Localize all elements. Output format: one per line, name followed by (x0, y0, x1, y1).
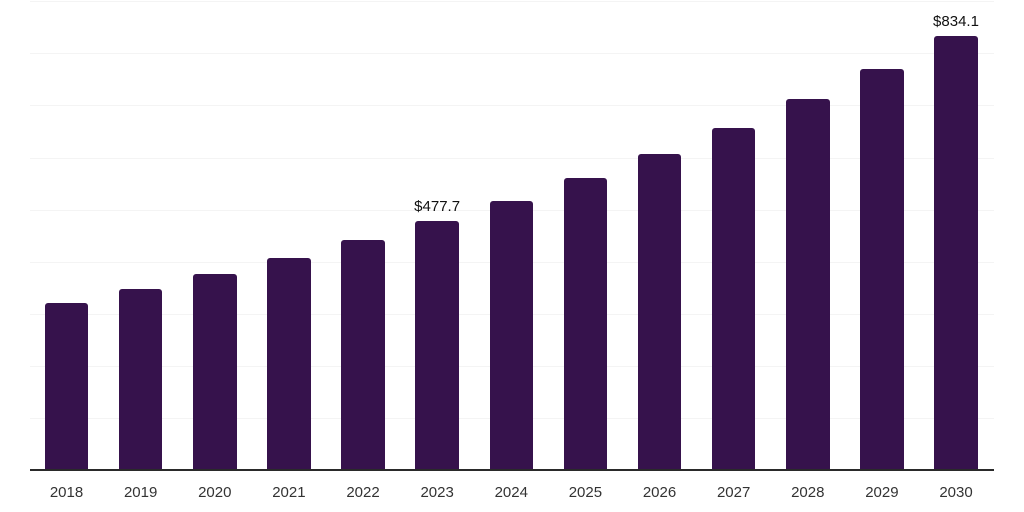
bar-2023 (415, 221, 459, 470)
x-tick-label-2027: 2027 (716, 484, 751, 501)
bar-2028 (786, 99, 830, 470)
x-tick-label-2020: 2020 (198, 484, 232, 501)
x-tick-label-2030: 2030 (939, 484, 973, 501)
x-tick-label-2021: 2021 (272, 484, 306, 501)
x-tick-label-2026: 2026 (642, 484, 677, 501)
x-tick-label-2019: 2019 (123, 484, 158, 501)
x-tick-label-2024: 2024 (494, 484, 528, 501)
gridline-900 (30, 1, 994, 3)
x-tick-label-2029: 2029 (865, 484, 899, 501)
bar-2019 (118, 289, 163, 470)
bar-2025 (563, 178, 608, 470)
x-tick-label-2018: 2018 (49, 484, 84, 501)
bar-2021 (267, 257, 311, 470)
gridline-800 (30, 53, 994, 55)
data-label-2023: $477.7 (414, 198, 461, 216)
bar-2030 (934, 35, 978, 470)
gridline-700 (30, 105, 994, 107)
x-tick-label-2025: 2025 (568, 484, 603, 501)
bar-2022 (341, 240, 385, 470)
gridline-600 (30, 157, 994, 159)
bar-2026 (637, 154, 682, 470)
bar-2020 (193, 274, 237, 470)
x-tick-label-2028: 2028 (791, 484, 825, 501)
x-tick-label-2023: 2023 (420, 484, 454, 501)
bar-2027 (711, 127, 756, 470)
data-label-2030: $834.1 (933, 12, 979, 30)
bar-2018 (44, 302, 89, 470)
x-axis-line (30, 469, 994, 471)
x-tick-label-2022: 2022 (346, 484, 380, 501)
bar-2029 (860, 68, 904, 470)
bar-2024 (489, 200, 533, 470)
